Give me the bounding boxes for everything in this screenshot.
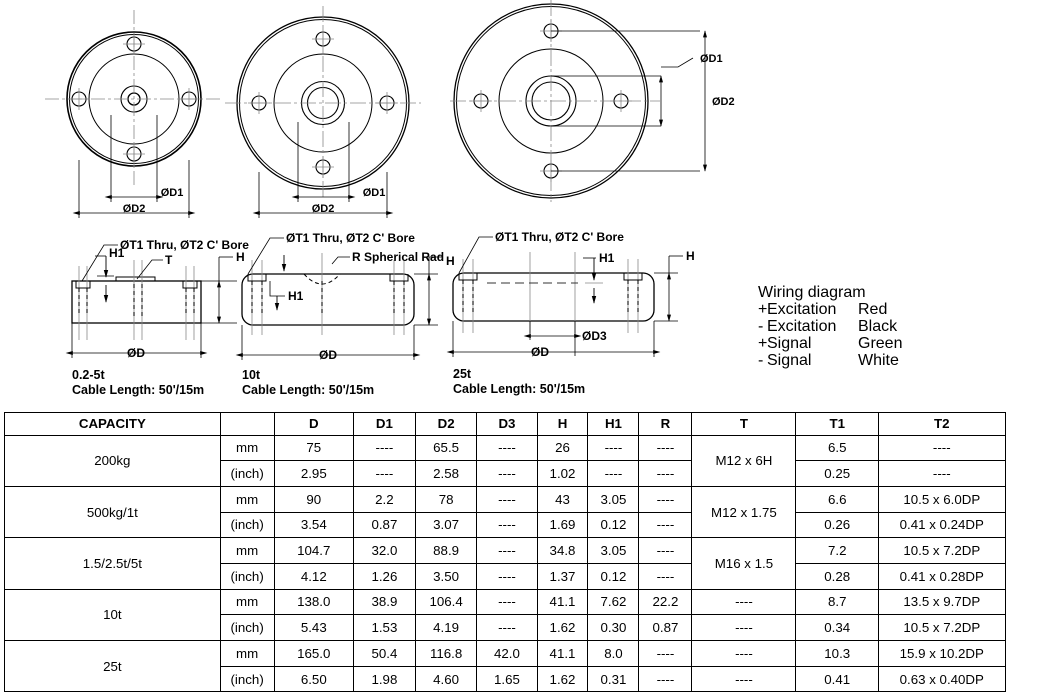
svg-text:0.2-5t: 0.2-5t: [72, 368, 105, 382]
svg-text:ØT1 Thru, ØT2 C' Bore: ØT1 Thru, ØT2 C' Bore: [120, 238, 249, 252]
svg-text:ØD3: ØD3: [582, 329, 607, 343]
svg-text:ØD2: ØD2: [123, 203, 146, 215]
svg-text:H1: H1: [109, 246, 125, 260]
svg-text:H1: H1: [288, 289, 304, 303]
svg-text:ØD: ØD: [319, 348, 337, 362]
svg-text:Cable Length: 50'/15m: Cable Length: 50'/15m: [72, 383, 204, 397]
svg-text:ØD1: ØD1: [363, 187, 386, 199]
svg-text:ØD1: ØD1: [700, 53, 723, 65]
svg-text:T: T: [165, 253, 173, 267]
svg-text:ØD: ØD: [127, 346, 145, 360]
svg-text:Cable Length: 50'/15m: Cable Length: 50'/15m: [453, 382, 585, 396]
svg-text:H: H: [446, 254, 455, 268]
svg-text:25t: 25t: [453, 367, 472, 381]
svg-text:ØD: ØD: [531, 345, 549, 359]
svg-text:H: H: [686, 249, 695, 263]
svg-text:ØD1: ØD1: [161, 187, 184, 199]
svg-text:ØD2: ØD2: [712, 96, 735, 108]
svg-text:ØT1 Thru, ØT2 C' Bore: ØT1 Thru, ØT2 C' Bore: [286, 231, 415, 245]
svg-text:10t: 10t: [242, 368, 261, 382]
svg-text:Cable Length: 50'/15m: Cable Length: 50'/15m: [242, 383, 374, 397]
svg-text:ØT1 Thru, ØT2 C' Bore: ØT1 Thru, ØT2 C' Bore: [495, 230, 624, 244]
svg-text:H1: H1: [599, 251, 615, 265]
svg-text:ØD2: ØD2: [312, 203, 335, 215]
svg-text:H: H: [236, 250, 245, 264]
